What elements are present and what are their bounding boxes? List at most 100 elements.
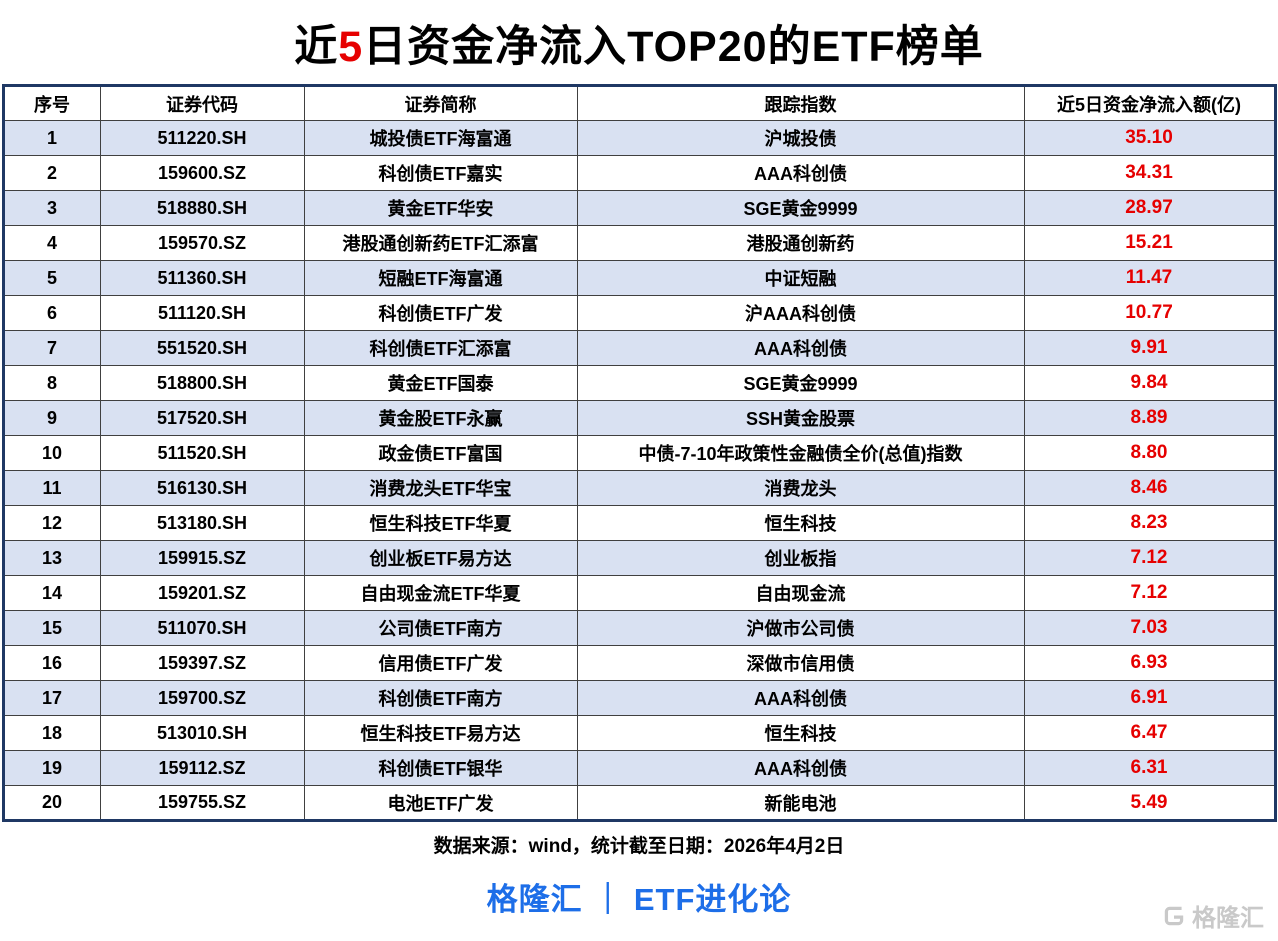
index-cell: 恒生科技 — [576, 505, 1025, 541]
rank-cell: 17 — [2, 680, 101, 716]
table-row: 13 159915.SZ 创业板ETF易方达 创业板指 7.12 — [2, 540, 1276, 576]
table-row: 7 551520.SH 科创债ETF汇添富 AAA科创债 9.91 — [2, 330, 1276, 366]
watermark-label: 格隆汇 — [1192, 905, 1264, 932]
table-row: 3 518880.SH 黄金ETF华安 SGE黄金9999 28.97 — [2, 190, 1276, 226]
name-cell: 科创债ETF南方 — [303, 680, 578, 716]
name-cell: 科创债ETF嘉实 — [303, 155, 578, 191]
name-cell: 恒生科技ETF易方达 — [303, 715, 578, 751]
code-cell: 517520.SH — [99, 400, 305, 436]
name-cell: 短融ETF海富通 — [303, 260, 578, 296]
branding-text: 格隆汇 ｜ ETF进化论 — [486, 882, 792, 917]
index-cell: SGE黄金9999 — [576, 365, 1025, 401]
page-title: 近5日资金净流入TOP20的ETF榜单 — [0, 0, 1278, 84]
name-cell: 黄金ETF国泰 — [303, 365, 578, 401]
code-cell: 511360.SH — [99, 260, 305, 296]
name-cell: 政金债ETF富国 — [303, 435, 578, 471]
code-cell: 159700.SZ — [99, 680, 305, 716]
header-code: 证券代码 — [99, 85, 305, 121]
name-cell: 恒生科技ETF华夏 — [303, 505, 578, 541]
code-cell: 516130.SH — [99, 470, 305, 506]
table-row: 9 517520.SH 黄金股ETF永赢 SSH黄金股票 8.89 — [2, 400, 1276, 436]
index-cell: AAA科创债 — [576, 155, 1025, 191]
name-cell: 科创债ETF汇添富 — [303, 330, 578, 366]
inflow-cell: 6.47 — [1023, 715, 1276, 751]
name-cell: 自由现金流ETF华夏 — [303, 575, 578, 611]
code-cell: 513010.SH — [99, 715, 305, 751]
code-cell: 518800.SH — [99, 365, 305, 401]
table-row: 20 159755.SZ 电池ETF广发 新能电池 5.49 — [2, 785, 1276, 821]
code-cell: 159915.SZ — [99, 540, 305, 576]
table-row: 18 513010.SH 恒生科技ETF易方达 恒生科技 6.47 — [2, 715, 1276, 751]
table-row: 8 518800.SH 黄金ETF国泰 SGE黄金9999 9.84 — [2, 365, 1276, 401]
table-header: 序号 证券代码 证券简称 跟踪指数 近5日资金净流入额(亿) — [2, 85, 1276, 121]
name-cell: 电池ETF广发 — [303, 785, 578, 821]
name-cell: 消费龙头ETF华宝 — [303, 470, 578, 506]
table-row: 15 511070.SH 公司债ETF南方 沪做市公司债 7.03 — [2, 610, 1276, 646]
table-row: 11 516130.SH 消费龙头ETF华宝 消费龙头 8.46 — [2, 470, 1276, 506]
header-row: 序号 证券代码 证券简称 跟踪指数 近5日资金净流入额(亿) — [2, 85, 1276, 121]
code-cell: 518880.SH — [99, 190, 305, 226]
inflow-cell: 11.47 — [1023, 260, 1276, 296]
code-cell: 159112.SZ — [99, 750, 305, 786]
code-cell: 551520.SH — [99, 330, 305, 366]
title-suffix: 日资金净流入TOP20的ETF榜单 — [363, 23, 984, 71]
code-cell: 159201.SZ — [99, 575, 305, 611]
inflow-cell: 8.23 — [1023, 505, 1276, 541]
index-cell: 新能电池 — [576, 785, 1025, 821]
table-body: 1 511220.SH 城投债ETF海富通 沪城投债 35.10 2 159600.SZ 科创… — [2, 120, 1276, 821]
index-cell: 中证短融 — [576, 260, 1025, 296]
name-cell: 城投债ETF海富通 — [303, 120, 578, 156]
inflow-cell: 8.89 — [1023, 400, 1276, 436]
rank-cell: 10 — [2, 435, 101, 471]
rank-cell: 20 — [2, 785, 101, 821]
rank-cell: 9 — [2, 400, 101, 436]
index-cell: AAA科创债 — [576, 680, 1025, 716]
index-cell: 港股通创新药 — [576, 225, 1025, 261]
name-cell: 黄金股ETF永赢 — [303, 400, 578, 436]
rank-cell: 6 — [2, 295, 101, 331]
inflow-cell: 15.21 — [1023, 225, 1276, 261]
rank-cell: 19 — [2, 750, 101, 786]
code-cell: 159600.SZ — [99, 155, 305, 191]
table-row: 1 511220.SH 城投债ETF海富通 沪城投债 35.10 — [2, 120, 1276, 156]
table-row: 5 511360.SH 短融ETF海富通 中证短融 11.47 — [2, 260, 1276, 296]
inflow-cell: 28.97 — [1023, 190, 1276, 226]
name-cell: 科创债ETF广发 — [303, 295, 578, 331]
code-cell: 511220.SH — [99, 120, 305, 156]
rank-cell: 7 — [2, 330, 101, 366]
inflow-cell: 8.80 — [1023, 435, 1276, 471]
inflow-cell: 34.31 — [1023, 155, 1276, 191]
table-row: 14 159201.SZ 自由现金流ETF华夏 自由现金流 7.12 — [2, 575, 1276, 611]
rank-cell: 5 — [2, 260, 101, 296]
index-cell: 沪做市公司债 — [576, 610, 1025, 646]
name-cell: 公司债ETF南方 — [303, 610, 578, 646]
gelonghui-logo-icon — [1164, 906, 1184, 925]
name-cell: 创业板ETF易方达 — [303, 540, 578, 576]
etf-table: 序号 证券代码 证券简称 跟踪指数 近5日资金净流入额(亿) 1 511220.S… — [1, 84, 1277, 822]
index-cell: AAA科创债 — [576, 330, 1025, 366]
table-row: 17 159700.SZ 科创债ETF南方 AAA科创债 6.91 — [2, 680, 1276, 716]
header-inflow: 近5日资金净流入额(亿) — [1023, 85, 1276, 121]
name-cell: 科创债ETF银华 — [303, 750, 578, 786]
rank-cell: 11 — [2, 470, 101, 506]
table-row: 12 513180.SH 恒生科技ETF华夏 恒生科技 8.23 — [2, 505, 1276, 541]
index-cell: AAA科创债 — [576, 750, 1025, 786]
header-rank: 序号 — [2, 85, 101, 121]
inflow-cell: 9.91 — [1023, 330, 1276, 366]
table-row: 6 511120.SH 科创债ETF广发 沪AAA科创债 10.77 — [2, 295, 1276, 331]
inflow-cell: 7.12 — [1023, 540, 1276, 576]
name-cell: 信用债ETF广发 — [303, 645, 578, 681]
inflow-cell: 6.91 — [1023, 680, 1276, 716]
table-row: 4 159570.SZ 港股通创新药ETF汇添富 港股通创新药 15.21 — [2, 225, 1276, 261]
inflow-cell: 8.46 — [1023, 470, 1276, 506]
name-cell: 港股通创新药ETF汇添富 — [303, 225, 578, 261]
index-cell: 自由现金流 — [576, 575, 1025, 611]
rank-cell: 18 — [2, 715, 101, 751]
rank-cell: 3 — [2, 190, 101, 226]
code-cell: 159397.SZ — [99, 645, 305, 681]
data-source-note: 数据来源：wind，统计截至日期：2026年4月2日 — [433, 836, 845, 857]
table-row: 16 159397.SZ 信用债ETF广发 深做市信用债 6.93 — [2, 645, 1276, 681]
inflow-cell: 6.93 — [1023, 645, 1276, 681]
rank-cell: 16 — [2, 645, 101, 681]
